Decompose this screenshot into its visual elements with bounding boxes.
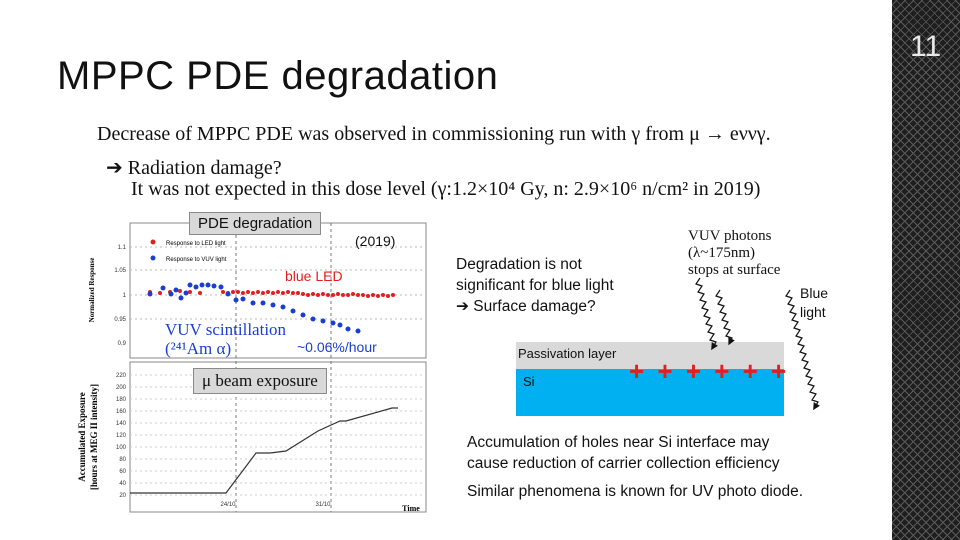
accumulation-note: Accumulation of holes near Si interface … — [467, 432, 779, 474]
exposure-curve — [130, 407, 398, 494]
hole-charges: + + + + + + — [629, 356, 790, 386]
y-tick-bottom: 40 — [119, 481, 126, 487]
y-axis-label-bottom-unit: [hours at MEG II intensity] — [89, 384, 99, 490]
blue-light-note: Blue light — [800, 284, 828, 322]
vuv-scintillation-label: VUV scintillation (²⁴¹Am α) — [165, 320, 286, 358]
pde-degradation-label: PDE degradation — [189, 212, 322, 235]
vuv-response-series — [147, 282, 361, 334]
passivation-label: Passivation layer — [518, 346, 617, 361]
y-tick-bottom: 60 — [119, 469, 126, 475]
si-layer — [516, 369, 784, 416]
blue-light-line1: Blue — [800, 285, 829, 301]
vuv-photons-line1: VUV photons — [688, 228, 772, 244]
y-tick-bottom: 20 — [119, 493, 126, 499]
y-tick-top: 1.05 — [114, 268, 126, 274]
x-axis-label: Time — [402, 504, 420, 513]
bullet-radiation-damage: ➔ Radiation damage? — [106, 157, 282, 179]
y-tick-top: 0.9 — [118, 341, 127, 347]
x-tick-label: 24/10 — [220, 502, 236, 508]
bullet-dose-level: It was not expected in this dose level (… — [131, 178, 761, 200]
x-tick-label: 31/10 — [315, 502, 331, 508]
rate-label: ~0.06%/hour — [297, 339, 377, 355]
y-tick-bottom: 160 — [116, 409, 127, 415]
vuv-photons-line2: (λ~175nm) — [688, 245, 756, 261]
degradation-note-line3: ➔ Surface damage? — [456, 298, 596, 315]
legend-vuv-label: Response to VUV light — [166, 257, 227, 263]
legend-led-marker — [150, 239, 156, 245]
y-tick-bottom: 220 — [116, 373, 127, 379]
vuv-photon-arrow — [695, 277, 718, 351]
decorative-side-panel — [892, 0, 960, 540]
y-tick-top: 1 — [123, 293, 127, 299]
year-label: (2019) — [355, 233, 396, 249]
accumulation-line1: Accumulation of holes near Si interface … — [467, 434, 770, 451]
blue-light-photon-arrow — [785, 289, 820, 411]
vuv-scintillation-line1: VUV scintillation — [165, 320, 287, 339]
vuv-photons-note: VUV photons (λ~175nm) stops at surface — [688, 228, 780, 279]
y-tick-bottom: 200 — [116, 385, 127, 391]
vuv-scintillation-line2: (²⁴¹Am α) — [165, 339, 232, 358]
y-axis-label-top: Normalized Response — [88, 258, 96, 323]
si-label: Si — [523, 374, 535, 389]
y-tick-top: 1.1 — [118, 245, 127, 251]
similar-phenomena-note: Similar phenomena is known for UV photo … — [467, 483, 804, 500]
y-tick-bottom: 80 — [119, 457, 126, 463]
passivation-layer — [516, 342, 784, 369]
slide-number: 11 — [910, 30, 942, 63]
y-axis-label-bottom: Accumulated Exposure — [78, 392, 87, 482]
blue-light-line2: light — [800, 304, 826, 320]
led-response-series — [148, 289, 395, 298]
slide-title: MPPC PDE degradation — [57, 54, 499, 98]
degradation-note: Degradation is not significant for blue … — [456, 254, 614, 317]
y-tick-bottom: 140 — [116, 421, 127, 427]
degradation-note-line1: Degradation is not — [456, 256, 582, 273]
vuv-photons-line3: stops at surface — [688, 262, 781, 278]
accumulation-line2: cause reduction of carrier collection ef… — [467, 455, 780, 472]
y-tick-bottom: 100 — [116, 445, 127, 451]
y-tick-top: 0.95 — [114, 317, 126, 323]
vuv-photon-arrow — [715, 289, 735, 346]
blue-led-label: blue LED — [285, 268, 343, 284]
y-tick-bottom: 180 — [116, 397, 127, 403]
y-tick-bottom: 120 — [116, 433, 127, 439]
pde-degradation-plot: Response to LED light Response to VUV li… — [78, 222, 427, 513]
photon-arrows — [695, 277, 820, 411]
legend-led-label: Response to LED light — [166, 241, 226, 247]
beam-exposure-label: μ beam exposure — [193, 368, 327, 394]
legend-vuv-marker — [150, 255, 156, 261]
bullet-decrease: Decrease of MPPC PDE was observed in com… — [97, 123, 771, 145]
degradation-note-line2: significant for blue light — [456, 277, 614, 294]
